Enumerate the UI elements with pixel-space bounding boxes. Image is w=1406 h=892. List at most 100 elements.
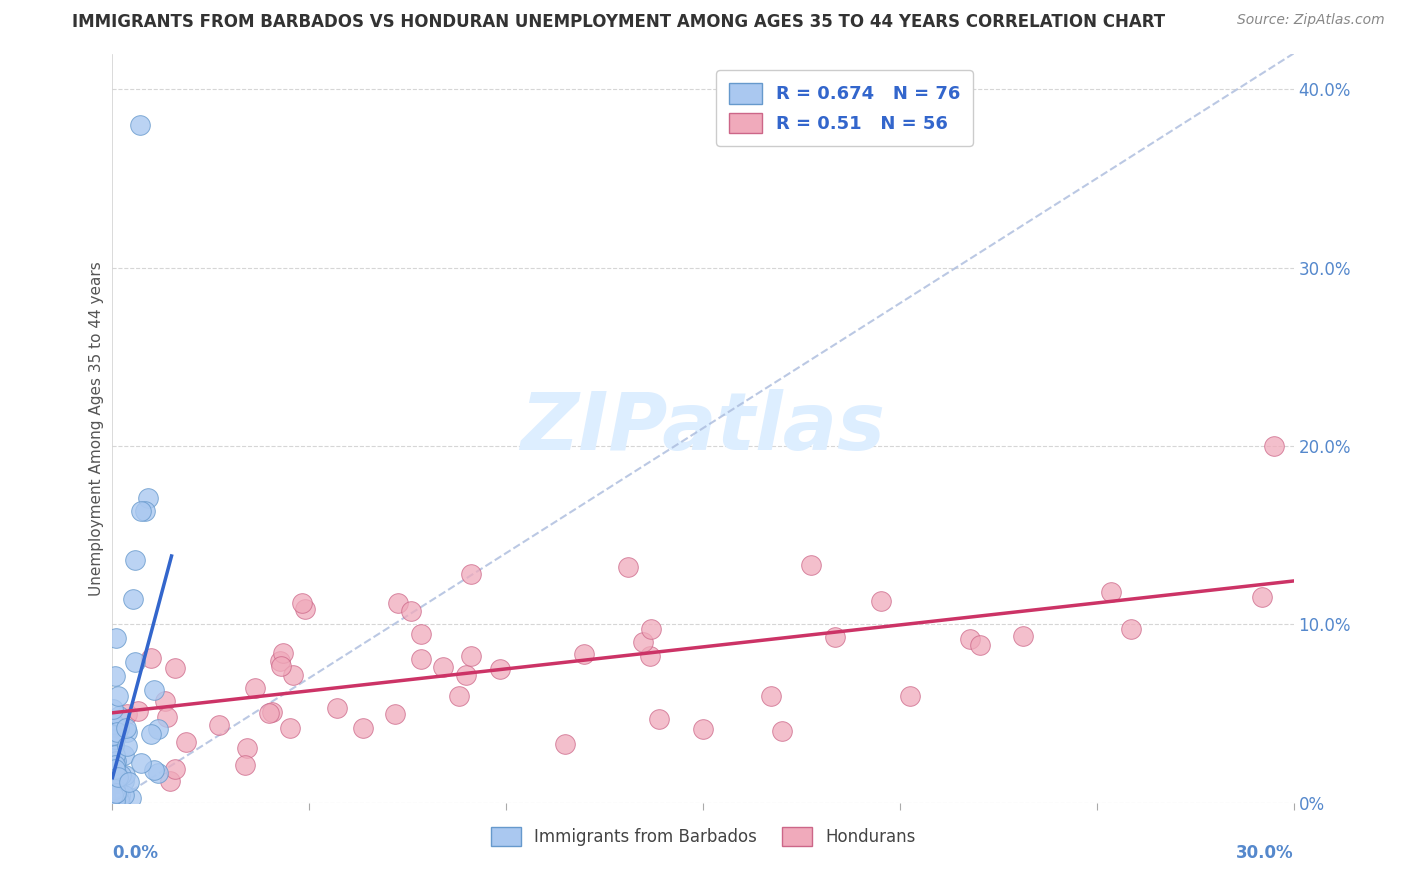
Point: [101, 702, 124, 716]
Point: [112, 774, 135, 789]
Point: [460, 567, 482, 582]
Point: [104, 790, 127, 805]
Point: [489, 662, 512, 676]
Point: [112, 788, 135, 802]
Point: [208, 718, 231, 732]
Text: Source: ZipAtlas.com: Source: ZipAtlas.com: [1237, 13, 1385, 28]
Point: [105, 789, 128, 803]
Point: [104, 719, 127, 733]
Point: [105, 724, 128, 739]
Point: [129, 756, 152, 771]
Point: [103, 789, 125, 804]
Point: [898, 690, 921, 704]
Point: [104, 631, 127, 645]
Point: [101, 788, 124, 802]
Point: [270, 658, 292, 673]
Point: [104, 669, 127, 683]
Point: [107, 784, 129, 798]
Point: [800, 558, 823, 573]
Point: [139, 650, 162, 665]
Point: [104, 781, 127, 796]
Point: [325, 701, 347, 715]
Point: [278, 721, 301, 735]
Point: [107, 784, 129, 798]
Point: [104, 747, 127, 762]
Point: [233, 758, 256, 772]
Point: [104, 762, 127, 776]
Point: [447, 689, 470, 703]
Point: [259, 706, 281, 720]
Point: [108, 709, 131, 723]
Point: [387, 596, 409, 610]
Point: [104, 786, 127, 800]
Point: [1119, 622, 1142, 636]
Point: [1263, 439, 1285, 453]
Point: [294, 601, 316, 615]
Point: [1012, 629, 1035, 643]
Point: [103, 717, 125, 731]
Point: [107, 689, 129, 703]
Point: [120, 791, 142, 805]
Point: [107, 770, 129, 784]
Point: [870, 594, 893, 608]
Point: [115, 739, 138, 753]
Point: [631, 635, 654, 649]
Point: [103, 738, 125, 752]
Point: [146, 765, 169, 780]
Point: [432, 659, 454, 673]
Point: [165, 661, 187, 675]
Point: [124, 656, 146, 670]
Point: [129, 118, 152, 132]
Y-axis label: Unemployment Among Ages 35 to 44 years: Unemployment Among Ages 35 to 44 years: [89, 260, 104, 596]
Point: [134, 504, 156, 518]
Point: [129, 504, 152, 518]
Text: ZIPatlas: ZIPatlas: [520, 389, 886, 467]
Point: [115, 721, 138, 735]
Point: [411, 627, 433, 641]
Point: [105, 793, 128, 807]
Point: [640, 622, 662, 636]
Point: [759, 689, 782, 703]
Point: [352, 721, 374, 735]
Point: [108, 793, 131, 807]
Point: [165, 762, 187, 776]
Point: [243, 681, 266, 695]
Point: [115, 724, 138, 739]
Point: [574, 647, 596, 661]
Point: [127, 704, 149, 718]
Point: [104, 772, 127, 786]
Point: [101, 766, 124, 780]
Point: [1099, 585, 1122, 599]
Point: [112, 747, 135, 762]
Point: [273, 646, 295, 660]
Point: [103, 758, 125, 772]
Point: [143, 763, 166, 777]
Point: [121, 591, 143, 606]
Point: [103, 776, 125, 790]
Point: [824, 630, 846, 644]
Point: [104, 775, 127, 789]
Point: [103, 739, 125, 754]
Point: [456, 668, 478, 682]
Point: [104, 794, 127, 808]
Point: [110, 768, 132, 782]
Point: [148, 722, 170, 736]
Point: [104, 789, 127, 804]
Point: [399, 604, 422, 618]
Point: [104, 794, 127, 808]
Point: [153, 694, 176, 708]
Point: [174, 735, 197, 749]
Text: 30.0%: 30.0%: [1236, 844, 1294, 862]
Point: [107, 790, 129, 805]
Point: [104, 774, 127, 789]
Point: [108, 721, 131, 735]
Point: [139, 727, 162, 741]
Point: [101, 787, 124, 801]
Point: [101, 792, 124, 806]
Point: [104, 755, 127, 769]
Point: [104, 776, 127, 790]
Point: [692, 722, 714, 736]
Point: [1251, 590, 1274, 604]
Point: [411, 651, 433, 665]
Text: IMMIGRANTS FROM BARBADOS VS HONDURAN UNEMPLOYMENT AMONG AGES 35 TO 44 YEARS CORR: IMMIGRANTS FROM BARBADOS VS HONDURAN UNE…: [72, 13, 1166, 31]
